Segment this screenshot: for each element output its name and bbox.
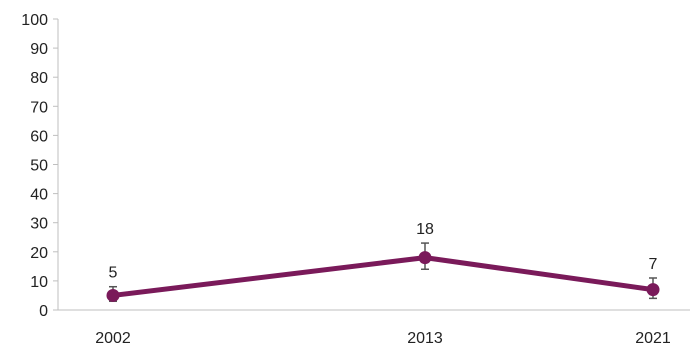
data-label: 5 bbox=[109, 265, 118, 282]
data-labels: 5 18 7 bbox=[109, 221, 658, 282]
y-tick-label: 20 bbox=[30, 245, 48, 262]
data-label: 18 bbox=[416, 221, 434, 238]
y-tick-label: 10 bbox=[30, 274, 48, 291]
y-tick-label: 80 bbox=[30, 70, 48, 87]
x-tick-label: 2002 bbox=[95, 330, 131, 347]
y-tick-label: 0 bbox=[39, 303, 48, 320]
y-tick-label: 40 bbox=[30, 187, 48, 204]
series-line bbox=[110, 255, 656, 298]
x-axis: 2002 2013 2021 bbox=[58, 309, 690, 347]
y-tick-label: 100 bbox=[21, 12, 48, 29]
y-tick-label: 60 bbox=[30, 128, 48, 145]
x-tick-label: 2021 bbox=[635, 330, 671, 347]
x-tick-label: 2013 bbox=[407, 330, 443, 347]
y-tick-label: 30 bbox=[30, 216, 48, 233]
y-tick-label: 70 bbox=[30, 99, 48, 116]
y-tick-label: 50 bbox=[30, 158, 48, 175]
data-label: 7 bbox=[649, 256, 658, 273]
data-point bbox=[106, 288, 120, 302]
data-point bbox=[646, 283, 660, 297]
data-point bbox=[418, 251, 432, 265]
y-tick-label: 90 bbox=[30, 41, 48, 58]
series-line-group bbox=[106, 242, 660, 303]
y-axis: 0 10 20 30 40 50 60 70 80 90 100 bbox=[21, 12, 59, 320]
